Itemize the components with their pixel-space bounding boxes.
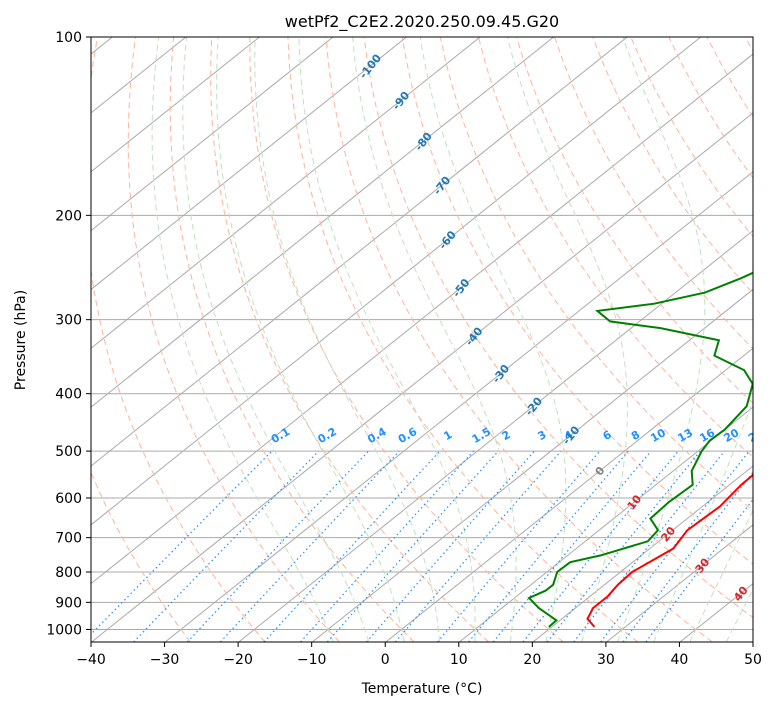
- mixing-ratio-line: [219, 450, 400, 642]
- moist-adiabat: [254, 37, 441, 642]
- x-tick-label: 10: [450, 652, 468, 668]
- dry-adiabat: [249, 37, 564, 642]
- mixing-ratio-line: [326, 450, 499, 642]
- y-tick-label: 900: [55, 595, 82, 611]
- dry-adiabat: [325, 37, 713, 642]
- y-tick-label: 800: [55, 565, 82, 581]
- isotherm-gridline: [91, 112, 753, 642]
- y-tick-label: 500: [55, 444, 82, 460]
- dry-adiabat: [401, 37, 753, 565]
- isotherm-gridline: [91, 37, 554, 408]
- mixing-ratio-line: [546, 450, 701, 642]
- mixing-ratio-line: [522, 450, 679, 642]
- moist-adiabat: [419, 37, 567, 642]
- isotherm-gridline: [459, 406, 753, 642]
- moist-adiabat: [506, 37, 628, 642]
- series-group: [527, 271, 753, 628]
- y-tick-label: 1000: [46, 622, 82, 638]
- mixing-ratio-line: [573, 450, 726, 642]
- moist-adiabat: [151, 37, 334, 642]
- x-tick-label: 50: [744, 652, 762, 668]
- mixing-ratio-line: [133, 450, 320, 642]
- x-tick-label: 0: [381, 652, 390, 668]
- isotherm-gridline: [91, 37, 407, 291]
- mixing-ratio-label: 25: [746, 426, 766, 445]
- isotherm-gridline: [91, 37, 334, 232]
- isotherm-gridline: [91, 37, 702, 526]
- x-tick-label: −40: [76, 652, 106, 668]
- x-tick-label: −30: [150, 652, 180, 668]
- temperature-line: [586, 473, 753, 628]
- dry-adiabat: [210, 37, 489, 642]
- dry-adiabat: [127, 37, 340, 642]
- dry-adiabat: [363, 37, 753, 619]
- isotherm-gridline: [91, 37, 260, 173]
- plot-frame: [90, 36, 754, 643]
- mixing-ratio-line: [300, 450, 475, 642]
- isotherm-gridline: [91, 37, 628, 467]
- isotherm-gridline: [238, 229, 753, 642]
- moist-adiabat: [182, 37, 370, 642]
- dry-adiabat: [439, 37, 753, 512]
- y-tick-label: 700: [55, 531, 82, 547]
- y-tick-label: 200: [55, 208, 82, 224]
- plot-area: [91, 37, 753, 642]
- moist-adiabat: [352, 37, 517, 642]
- mixing-ratio-line: [366, 450, 535, 642]
- isotherm-gridline: [91, 53, 753, 585]
- isotherm-gridline: [91, 37, 481, 349]
- moist-adiabat: [216, 37, 405, 642]
- x-tick-label: −20: [223, 652, 253, 668]
- x-axis: −40 −30 −20 −10 0 10 20 30 40 50: [76, 642, 762, 668]
- dry-adiabat: [91, 471, 191, 642]
- mixing-ratio-label: 30: [766, 426, 775, 445]
- isotherm-gridline: [164, 171, 753, 642]
- dewpoint-line: [527, 271, 753, 628]
- y-tick-label: 600: [55, 491, 82, 507]
- chart-title: wetPf2_C2E2.2020.250.09.45.G20: [285, 12, 559, 32]
- isotherm-gridline: [754, 37, 775, 642]
- mixing-ratio-line: [91, 450, 273, 636]
- isotherm-gridline: [606, 524, 753, 642]
- y-axis-title: Pressure (hPa): [13, 290, 29, 390]
- x-axis-title: Temperature (°C): [361, 681, 483, 697]
- mixing-ratio-line: [186, 450, 370, 642]
- y-tick-label: 300: [55, 313, 82, 329]
- x-tick-label: 20: [523, 652, 541, 668]
- isotherm-gridline: [532, 465, 753, 642]
- x-tick-label: −10: [297, 652, 327, 668]
- background-lines: [91, 37, 775, 642]
- dry-adiabat: [592, 37, 753, 295]
- x-tick-label: 30: [597, 652, 615, 668]
- isotherm-gridline: [311, 288, 753, 642]
- moist-adiabat: [298, 37, 476, 642]
- dry-adiabat: [91, 37, 266, 642]
- moist-adiabat: [653, 399, 753, 642]
- y-tick-label: 400: [55, 387, 82, 403]
- dry-adiabat: [554, 37, 753, 350]
- mixing-ratio-line: [263, 450, 441, 642]
- x-tick-label: 40: [671, 652, 689, 668]
- dry-adiabat: [287, 37, 639, 642]
- dry-adiabat: [516, 37, 753, 404]
- dry-adiabat: [169, 37, 415, 642]
- isotherm-gridline: [385, 347, 753, 642]
- y-tick-label: 100: [55, 30, 82, 46]
- y-axis: 100 200 300 400 500 600 700 800 900 1000: [46, 30, 91, 638]
- mixing-ratio-line: [622, 471, 753, 642]
